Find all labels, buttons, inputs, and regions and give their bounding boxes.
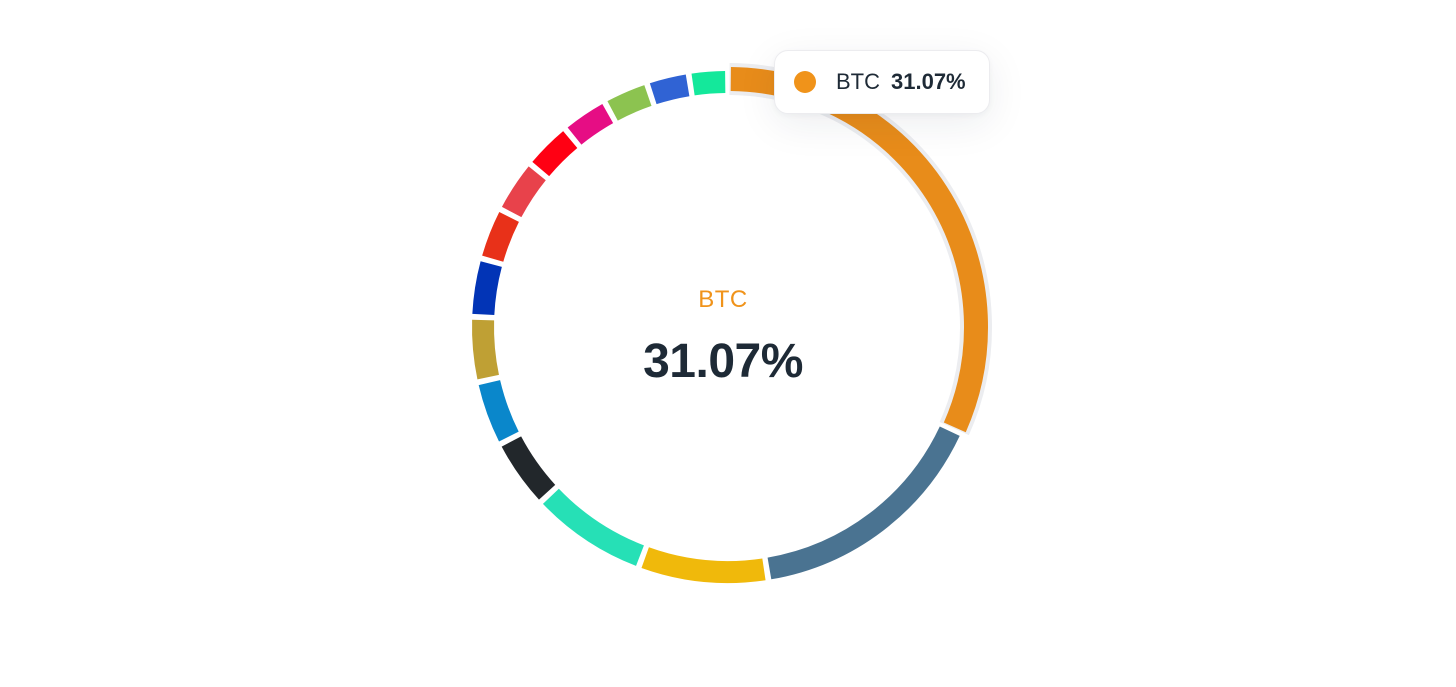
tooltip-color-dot: [794, 71, 816, 93]
pie-slice-5[interactable]: [478, 379, 519, 442]
pie-slice-13[interactable]: [649, 74, 690, 105]
tooltip-label: BTC: [836, 69, 880, 94]
pie-slice-2[interactable]: [641, 547, 766, 583]
center-value: 31.07%: [643, 335, 803, 388]
tooltip-value: 31.07%: [891, 69, 966, 94]
center-label: BTC: [698, 286, 748, 313]
pie-slice-12[interactable]: [607, 85, 652, 121]
pie-slice-7[interactable]: [472, 261, 502, 316]
pie-slice-14[interactable]: [691, 71, 726, 96]
pie-slice-6[interactable]: [472, 319, 499, 380]
pie-slice-8[interactable]: [482, 212, 520, 262]
pie-slice-1[interactable]: [767, 426, 960, 580]
pie-slice-11[interactable]: [567, 103, 614, 145]
pie-slice-10[interactable]: [532, 131, 578, 177]
pie-slice-4[interactable]: [501, 436, 556, 500]
chart-tooltip: BTC 31.07%: [774, 50, 990, 114]
pie-slice-9[interactable]: [501, 166, 546, 218]
pie-slice-3[interactable]: [542, 488, 645, 566]
